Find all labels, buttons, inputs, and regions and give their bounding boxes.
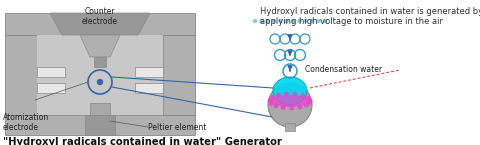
FancyBboxPatch shape bbox=[37, 83, 65, 93]
Circle shape bbox=[259, 19, 264, 23]
Circle shape bbox=[307, 100, 312, 105]
FancyBboxPatch shape bbox=[37, 67, 65, 77]
FancyBboxPatch shape bbox=[37, 35, 163, 115]
Circle shape bbox=[310, 19, 314, 23]
FancyBboxPatch shape bbox=[5, 13, 195, 35]
Circle shape bbox=[297, 19, 302, 23]
Circle shape bbox=[272, 19, 276, 23]
Circle shape bbox=[270, 95, 275, 100]
FancyBboxPatch shape bbox=[85, 115, 115, 135]
Circle shape bbox=[291, 19, 295, 23]
Circle shape bbox=[323, 19, 327, 23]
Polygon shape bbox=[50, 13, 150, 35]
Circle shape bbox=[273, 103, 278, 108]
Circle shape bbox=[253, 19, 257, 23]
FancyBboxPatch shape bbox=[135, 83, 163, 93]
Circle shape bbox=[300, 93, 305, 98]
Circle shape bbox=[268, 83, 312, 127]
Circle shape bbox=[269, 101, 274, 106]
Circle shape bbox=[281, 105, 286, 110]
FancyBboxPatch shape bbox=[163, 35, 195, 115]
Circle shape bbox=[316, 19, 321, 23]
Circle shape bbox=[276, 93, 281, 98]
Polygon shape bbox=[80, 35, 120, 57]
Text: Atomization
electrode: Atomization electrode bbox=[3, 113, 49, 132]
Circle shape bbox=[284, 92, 289, 97]
Text: "Hydroxyl radicals contained in water" Generator: "Hydroxyl radicals contained in water" G… bbox=[3, 137, 282, 145]
Circle shape bbox=[304, 19, 308, 23]
Circle shape bbox=[293, 92, 298, 97]
FancyBboxPatch shape bbox=[135, 67, 163, 77]
Text: Counter
electrode: Counter electrode bbox=[82, 7, 118, 26]
Circle shape bbox=[97, 79, 103, 85]
Circle shape bbox=[298, 105, 302, 110]
Text: Peltier element: Peltier element bbox=[148, 123, 206, 132]
Ellipse shape bbox=[273, 77, 307, 105]
Text: Condensation water: Condensation water bbox=[305, 66, 382, 75]
FancyBboxPatch shape bbox=[5, 115, 195, 135]
FancyBboxPatch shape bbox=[285, 123, 295, 131]
Ellipse shape bbox=[270, 95, 310, 107]
FancyBboxPatch shape bbox=[5, 35, 37, 115]
Circle shape bbox=[285, 19, 289, 23]
Circle shape bbox=[306, 96, 311, 100]
FancyBboxPatch shape bbox=[94, 57, 106, 67]
FancyBboxPatch shape bbox=[90, 103, 110, 115]
Circle shape bbox=[278, 19, 283, 23]
Circle shape bbox=[289, 105, 294, 110]
Circle shape bbox=[304, 103, 309, 107]
Circle shape bbox=[308, 98, 312, 104]
Text: Hydroxyl radicals contained in water is generated by
applying high voltage to mo: Hydroxyl radicals contained in water is … bbox=[260, 7, 480, 26]
Circle shape bbox=[265, 19, 270, 23]
Circle shape bbox=[267, 98, 273, 103]
